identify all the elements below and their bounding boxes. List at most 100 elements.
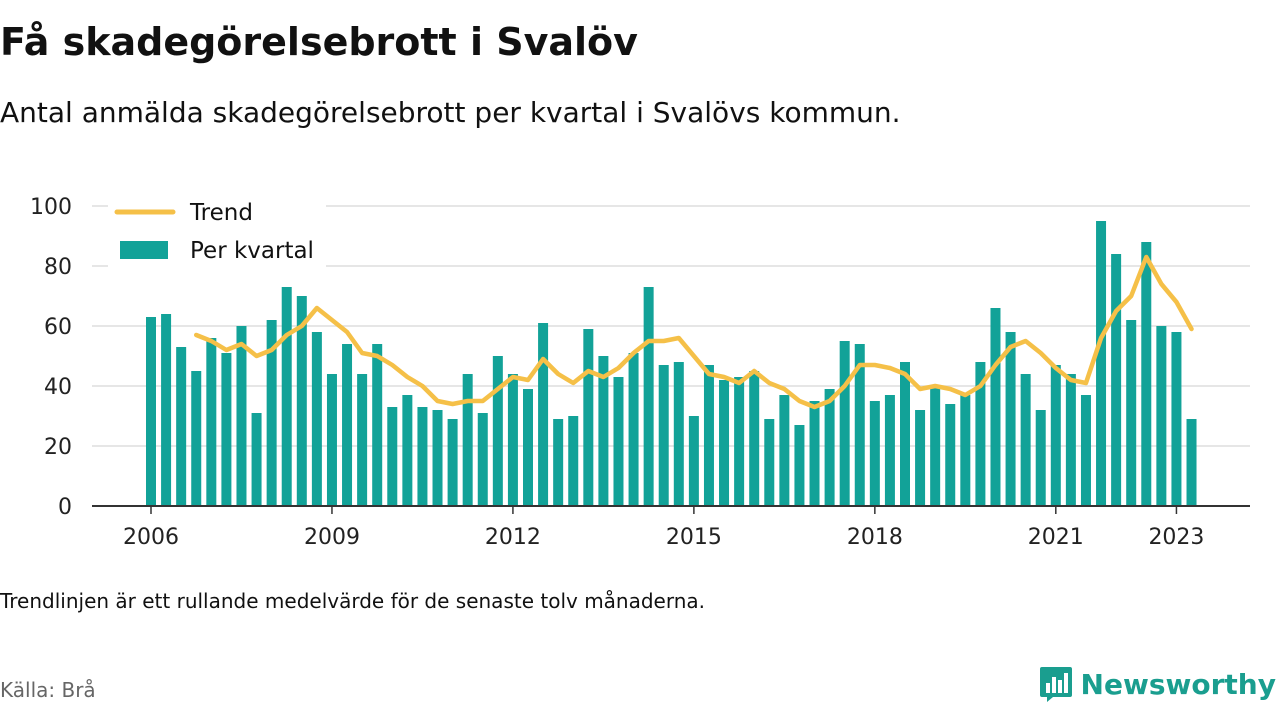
bar: [945, 404, 956, 506]
bar: [387, 407, 398, 506]
bar: [779, 395, 790, 506]
bar-line-chart: 0 20 40 60 80 100 2006 2009 2012 2015 2018 2021 202…: [30, 195, 1250, 550]
bar: [1005, 332, 1016, 506]
bar: [236, 326, 247, 506]
bar: [1035, 410, 1046, 506]
bar: [507, 374, 518, 506]
bar: [191, 371, 202, 506]
chart-subtitle: Antal anmälda skadegörelsebrott per kvar…: [0, 96, 901, 129]
legend: Trend Per kvartal: [108, 196, 326, 274]
bar: [417, 407, 428, 506]
y-tick-label: 100: [30, 195, 72, 220]
bar: [492, 356, 503, 506]
bar: [673, 362, 684, 506]
bar: [357, 374, 368, 506]
bar: [266, 320, 277, 506]
legend-trend-label: Trend: [189, 200, 253, 226]
bar: [1111, 254, 1122, 506]
bar: [1080, 395, 1091, 506]
bar: [809, 401, 820, 506]
bar: [1065, 374, 1076, 506]
bar: [176, 347, 187, 506]
footnote: Trendlinjen är ett rullande medelvärde f…: [0, 589, 706, 613]
bar: [839, 341, 850, 506]
bar: [568, 416, 579, 506]
bar: [1020, 374, 1031, 506]
x-tick-label: 2015: [666, 525, 722, 550]
bar: [251, 413, 262, 506]
legend-background: [108, 196, 326, 274]
bar: [1096, 221, 1107, 506]
bar: [688, 416, 699, 506]
bar: [281, 287, 292, 506]
bar: [884, 395, 895, 506]
trend-line-layer: [193, 254, 1194, 410]
bar: [432, 410, 443, 506]
bar: [146, 317, 156, 506]
bar: [734, 377, 745, 506]
bar: [869, 401, 880, 506]
bar: [326, 374, 337, 506]
bar: [1186, 419, 1197, 506]
bar: [975, 362, 986, 506]
bar: [311, 332, 322, 506]
bar: [930, 386, 941, 506]
source-text: Källa: Brå: [0, 678, 96, 702]
bar: [538, 323, 549, 506]
bar: [749, 371, 760, 506]
bar: [1050, 365, 1061, 506]
bar: [342, 344, 353, 506]
bar: [960, 395, 971, 506]
chart-title: Få skadegörelsebrott i Svalöv: [0, 20, 638, 64]
bar: [221, 353, 232, 506]
x-axis-ticks: 2006 2009 2012 2015 2018 2021 2023: [123, 506, 1204, 550]
bar: [703, 365, 714, 506]
x-tick-label: 2006: [123, 525, 179, 550]
bar: [915, 410, 926, 506]
y-axis-ticks: 0 20 40 60 80 100: [30, 195, 72, 520]
bars: [146, 221, 1197, 506]
bar: [794, 425, 805, 506]
brand-logo: Newsworthy: [1039, 664, 1276, 704]
newsworthy-logo-icon: [1039, 667, 1072, 702]
y-tick-label: 80: [44, 255, 72, 280]
x-tick-label: 2009: [304, 525, 360, 550]
brand-name: Newsworthy: [1080, 667, 1276, 701]
bar: [990, 308, 1001, 506]
bar: [598, 356, 609, 506]
bar: [854, 344, 865, 506]
bar: [583, 329, 594, 506]
bar: [296, 296, 307, 506]
bar: [628, 353, 639, 506]
x-tick-label: 2023: [1148, 525, 1204, 550]
bar: [824, 389, 835, 506]
bar: [643, 287, 654, 506]
y-tick-label: 0: [58, 495, 72, 520]
legend-bar-swatch: [120, 241, 168, 259]
x-tick-label: 2018: [847, 525, 903, 550]
bar: [1171, 332, 1182, 506]
y-tick-label: 60: [44, 315, 72, 340]
y-tick-label: 20: [44, 435, 72, 460]
bar: [613, 377, 624, 506]
y-tick-label: 40: [44, 375, 72, 400]
bar: [1141, 242, 1152, 506]
x-tick-label: 2012: [485, 525, 541, 550]
bar: [206, 338, 217, 506]
bar: [372, 344, 383, 506]
legend-bar-label: Per kvartal: [190, 238, 314, 264]
bar: [900, 362, 910, 506]
bar: [719, 380, 730, 506]
bar: [161, 314, 172, 506]
bar: [477, 413, 488, 506]
bar: [1126, 320, 1137, 506]
bar: [447, 419, 458, 506]
x-tick-label: 2021: [1028, 525, 1084, 550]
trend-line: [193, 254, 1194, 410]
bar: [402, 395, 413, 506]
bar: [658, 365, 669, 506]
bar: [462, 374, 473, 506]
bar: [764, 419, 775, 506]
bar: [553, 419, 564, 506]
bar: [523, 389, 533, 506]
